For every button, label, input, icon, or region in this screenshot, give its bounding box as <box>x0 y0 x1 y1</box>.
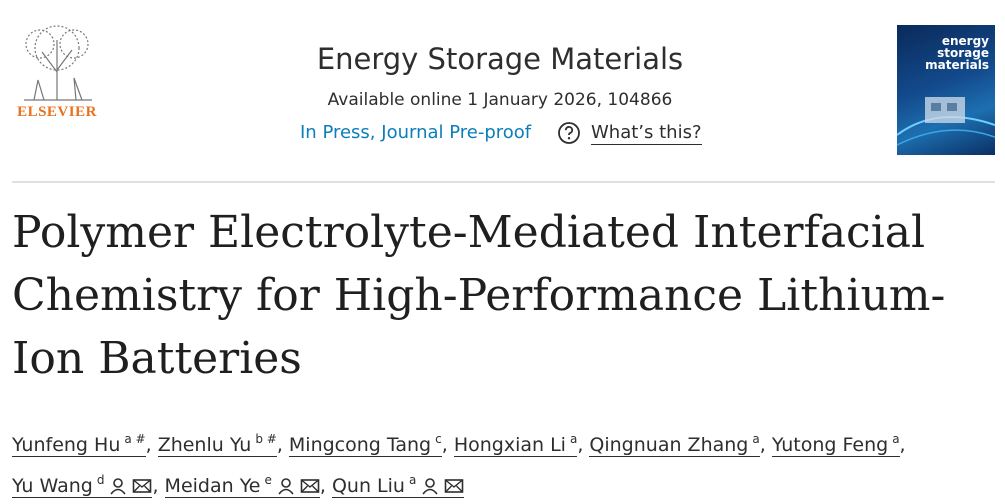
cover-art <box>897 97 995 146</box>
author-affiliation: c <box>435 432 442 446</box>
author-affiliation: a <box>408 473 417 487</box>
icon-shape <box>300 479 319 493</box>
author: Yunfeng Hu a #, <box>12 432 152 457</box>
elsevier-tree-logo <box>24 25 92 101</box>
email-icon <box>300 479 320 493</box>
author-name: Qun Liu <box>331 475 405 497</box>
author-link[interactable]: Qun Liu a <box>331 473 465 498</box>
author-name: Yunfeng Hu <box>12 434 121 456</box>
author-separator: , <box>145 434 152 456</box>
icon-shape <box>281 478 291 488</box>
author-separator: , <box>759 434 766 456</box>
journal-cover[interactable]: energy storage materials <box>897 25 995 155</box>
author: Hongxian Li a, <box>453 432 584 457</box>
author-affiliation: d <box>96 473 105 487</box>
author-name: Zhenlu Yu <box>157 434 252 456</box>
author-separator: , <box>276 434 283 456</box>
author-link[interactable]: Qingnuan Zhang a <box>589 432 760 457</box>
author-separator: , <box>319 475 326 497</box>
icon-shape <box>110 488 127 495</box>
author: Meidan Ye e, <box>164 473 326 498</box>
person-icon <box>422 478 438 495</box>
author: Yu Wang d, <box>12 473 159 498</box>
author-link[interactable]: Mingcong Tang c <box>288 432 442 457</box>
author-link[interactable]: Yu Wang d <box>12 473 153 498</box>
icon-shape <box>445 479 464 493</box>
author-link[interactable]: Yunfeng Hu a # <box>12 432 146 457</box>
author-name: Hongxian Li <box>453 434 566 456</box>
author-name: Meidan Ye <box>164 475 261 497</box>
icon-shape <box>300 479 320 493</box>
author-link[interactable]: Yutong Feng a <box>771 432 900 457</box>
author-affiliation: e <box>264 473 272 487</box>
icon-shape <box>422 488 438 495</box>
cover-title: energy storage materials <box>925 34 989 72</box>
author-link[interactable]: Hongxian Li a <box>453 432 578 457</box>
author-separator: , <box>152 475 159 497</box>
person-icon <box>278 478 294 495</box>
author-name: Mingcong Tang <box>288 434 432 456</box>
journal-title[interactable]: Energy Storage Materials <box>316 42 684 76</box>
author: Qun Liu a <box>331 473 465 498</box>
article-title: Polymer Electrolyte-Mediated Interfacial… <box>12 207 946 384</box>
author-list: Yunfeng Hu a #, Zhenlu Yu b #, Mingcong Ta… <box>12 422 1002 504</box>
article-status[interactable]: In Press, Journal Pre-proof <box>300 122 532 143</box>
author: Mingcong Tang c, <box>288 432 448 457</box>
author: Yutong Feng a, <box>771 432 906 457</box>
author: Zhenlu Yu b #, <box>157 432 283 457</box>
author-name: Yu Wang <box>12 475 93 497</box>
author-separator: , <box>577 434 584 456</box>
help-link[interactable]: What’s this? <box>591 122 702 145</box>
author-affiliation: b # <box>255 432 277 446</box>
author-name: Yutong Feng <box>771 434 889 456</box>
email-icon <box>133 479 152 493</box>
author-link[interactable]: Meidan Ye e <box>164 473 320 498</box>
author-name: Qingnuan Zhang <box>589 434 749 456</box>
author-link[interactable]: Zhenlu Yu b # <box>157 432 277 457</box>
help-icon[interactable] <box>557 121 581 145</box>
author-affiliation: a # <box>124 432 146 446</box>
divider <box>12 181 995 183</box>
author: Qingnuan Zhang a, <box>589 432 766 457</box>
icon-shape <box>425 478 436 488</box>
availability: Available online 1 January 2026, 104866 <box>327 90 673 110</box>
email-icon <box>445 479 464 493</box>
author-affiliation: a <box>752 432 760 446</box>
author-affiliation: a <box>569 432 578 446</box>
author-affiliation: a <box>892 432 900 446</box>
icon-shape <box>113 478 124 488</box>
icon-shape <box>133 479 152 493</box>
icon-shape <box>445 479 464 493</box>
icon-shape <box>133 479 152 493</box>
author-separator: , <box>899 434 906 456</box>
publisher-name: ELSEVIER <box>17 104 97 120</box>
icon-shape <box>278 488 294 495</box>
author-separator: , <box>441 434 448 456</box>
person-icon <box>110 478 127 495</box>
